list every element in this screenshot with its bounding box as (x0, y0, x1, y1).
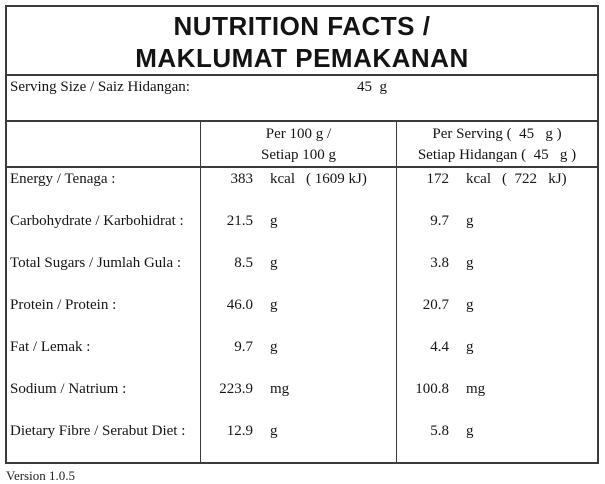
nutrient-label-dietary-fibre: Dietary Fibre / Serabut Diet : (10, 423, 186, 439)
value-number: 100.8 (415, 381, 449, 397)
serving-value-fat: 4.4 g (396, 336, 597, 378)
per100-value-protein: 46.0 g (200, 294, 396, 336)
value-unit: mg (270, 381, 290, 397)
nutrient-label-sodium: Sodium / Natrium : (10, 381, 127, 397)
nutrient-label-total-sugars: Total Sugars / Jumlah Gula : (10, 255, 182, 271)
value-unit: g (270, 297, 278, 313)
value-kilojoules: ( 722 kJ) (501, 171, 567, 187)
header-per-100g-line2: Setiap 100 g (261, 147, 336, 163)
value-number: 9.7 (430, 213, 449, 229)
value-number: 223.9 (219, 381, 253, 397)
serving-size-value: 45 g (357, 79, 387, 95)
value-unit: g (466, 339, 474, 355)
value-unit: g (466, 297, 474, 313)
value-unit: g (466, 423, 474, 439)
value-number: 46.0 (226, 297, 253, 313)
value-number: 3.8 (430, 255, 449, 271)
value-number: 9.7 (234, 339, 253, 355)
per100-value-carbohydrate: 21.5 g (200, 210, 396, 252)
column-header-row: Per 100 g / Setiap 100 g Per Serving ( 4… (7, 122, 597, 168)
value-unit: g (270, 339, 278, 355)
serving-value-sodium: 100.8 mg (396, 378, 597, 420)
serving-value-total-sugars: 3.8 g (396, 252, 597, 294)
value-unit: kcal (270, 171, 295, 187)
header-per-serving-line2: Setiap Hidangan ( 45 g ) (417, 147, 577, 163)
value-number: 12.9 (226, 423, 253, 439)
value-unit: g (466, 255, 474, 271)
per100-value-dietary-fibre: 12.9 g (200, 420, 396, 462)
value-unit: kcal (466, 171, 491, 187)
per100-value-energy: 383 kcal ( 1609 kJ) (200, 168, 396, 210)
serving-size-row: Serving Size / Saiz Hidangan: 45 g (7, 76, 597, 122)
value-unit: mg (466, 381, 486, 397)
value-number: 8.5 (234, 255, 253, 271)
value-number: 383 (230, 171, 254, 187)
value-number: 4.4 (430, 339, 449, 355)
per100-value-total-sugars: 8.5 g (200, 252, 396, 294)
value-unit: g (270, 423, 278, 439)
footer-version-text: Version 1.0.5 (6, 468, 75, 483)
nutrient-table-body: Energy / Tenaga : 383 kcal ( 1609 kJ) 172 k… (7, 168, 597, 462)
header-empty-cell (7, 122, 200, 166)
value-number: 172 (426, 171, 450, 187)
per100-value-fat: 9.7 g (200, 336, 396, 378)
value-unit: g (270, 255, 278, 271)
value-kilojoules: ( 1609 kJ) (305, 171, 367, 187)
serving-value-protein: 20.7 g (396, 294, 597, 336)
label-title: NUTRITION FACTS / MAKLUMAT PEMAKANAN (7, 7, 597, 76)
value-unit: g (466, 213, 474, 229)
value-number: 5.8 (430, 423, 449, 439)
header-per-serving: Per Serving ( 45 g ) Setiap Hidangan ( 4… (396, 122, 597, 166)
nutrient-label-carbohydrate: Carbohydrate / Karbohidrat : (10, 213, 184, 229)
header-per-serving-line1: Per Serving ( 45 g ) (432, 126, 562, 142)
title-line-english: NUTRITION FACTS / (173, 11, 431, 41)
header-per-100g: Per 100 g / Setiap 100 g (200, 122, 396, 166)
nutrient-label-energy: Energy / Tenaga : (10, 171, 116, 187)
value-unit: g (270, 213, 278, 229)
serving-value-energy: 172 kcal ( 722 kJ) (396, 168, 597, 210)
serving-value-carbohydrate: 9.7 g (396, 210, 597, 252)
header-per-100g-line1: Per 100 g / (265, 126, 332, 142)
per100-value-sodium: 223.9 mg (200, 378, 396, 420)
title-line-malay: MAKLUMAT PEMAKANAN (135, 43, 469, 73)
value-number: 20.7 (422, 297, 449, 313)
nutrient-label-fat: Fat / Lemak : (10, 339, 91, 355)
nutrition-facts-label: NUTRITION FACTS / MAKLUMAT PEMAKANAN Ser… (5, 5, 599, 464)
serving-size-label: Serving Size / Saiz Hidangan: (10, 79, 190, 95)
serving-value-dietary-fibre: 5.8 g (396, 420, 597, 462)
nutrient-label-protein: Protein / Protein : (10, 297, 117, 313)
value-number: 21.5 (226, 213, 253, 229)
